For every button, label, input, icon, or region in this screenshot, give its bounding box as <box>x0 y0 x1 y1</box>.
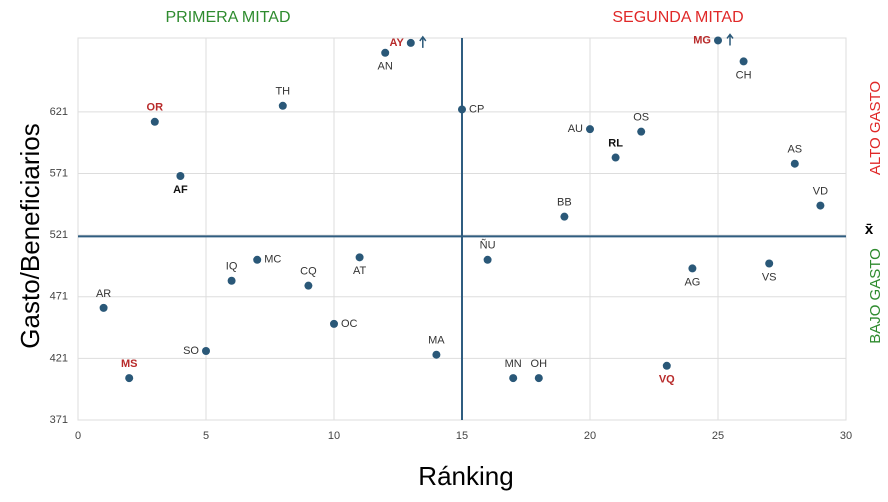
point-label: OS <box>633 112 649 124</box>
point <box>330 319 338 328</box>
mean-symbol: x̄ <box>865 221 874 238</box>
x-tick-label: 20 <box>584 430 596 442</box>
point-label: RL <box>608 137 623 149</box>
x-axis-label: Ránking <box>418 461 513 491</box>
y-tick-label: 371 <box>50 414 68 426</box>
point-label: MN <box>505 358 522 370</box>
point <box>790 159 799 168</box>
y-tick-label: 471 <box>50 291 68 303</box>
point-label: SO <box>183 345 199 357</box>
point <box>381 48 390 57</box>
point-label: AG <box>684 276 700 288</box>
point <box>611 153 620 162</box>
y-tick-label: 571 <box>50 167 68 179</box>
point <box>714 36 722 45</box>
point <box>688 264 697 273</box>
point-label: AS <box>787 144 802 156</box>
upper-label: ALTO GASTO <box>867 81 884 175</box>
point <box>586 125 594 134</box>
point-label: CP <box>469 103 484 115</box>
x-tick-label: 25 <box>712 430 724 442</box>
point-label: VQ <box>659 374 675 386</box>
right-title: SEGUNDA MITAD <box>612 9 743 26</box>
y-tick-label: 421 <box>50 352 68 364</box>
point-label: ÑU <box>480 239 496 252</box>
left-title: PRIMERA MITAD <box>165 9 290 26</box>
point <box>560 212 569 221</box>
y-tick-label: 521 <box>50 229 68 241</box>
point-label: VS <box>762 271 777 283</box>
point <box>509 374 518 383</box>
point-label: OH <box>531 358 548 370</box>
point-label: AU <box>568 123 583 135</box>
point <box>278 101 287 110</box>
point-label: TH <box>275 86 290 98</box>
point <box>739 57 748 66</box>
point-label: AF <box>173 184 188 196</box>
point <box>202 346 210 355</box>
point <box>458 105 466 114</box>
point-label: OR <box>147 102 164 114</box>
point <box>637 127 646 136</box>
point-label: CH <box>736 69 752 81</box>
point-label: AR <box>96 288 111 300</box>
point-label: MS <box>121 358 138 370</box>
overflow-arrow <box>419 35 427 48</box>
point <box>406 38 415 47</box>
point <box>355 253 364 262</box>
overflow-arrow <box>726 33 734 46</box>
point-label: MC <box>264 254 281 266</box>
x-tick-label: 0 <box>75 430 81 442</box>
x-tick-label: 30 <box>840 430 852 442</box>
lower-label: BAJO GASTO <box>867 248 884 344</box>
point-label: AY <box>390 37 405 49</box>
point <box>99 303 108 312</box>
point-label: MA <box>428 335 445 347</box>
point <box>816 201 825 210</box>
point <box>253 255 262 264</box>
point-label: VD <box>813 185 828 197</box>
point-label: AT <box>353 265 367 277</box>
y-tick-label: 621 <box>50 106 68 118</box>
x-tick-label: 15 <box>456 430 468 442</box>
x-tick-label: 10 <box>328 430 340 442</box>
x-tick-label: 5 <box>203 430 209 442</box>
point <box>662 361 671 370</box>
point-label: BB <box>557 197 572 209</box>
point <box>150 117 159 126</box>
point <box>765 259 774 268</box>
point <box>176 172 185 181</box>
point <box>227 276 236 285</box>
y-axis-label: Gasto/Beneficiarios <box>15 123 45 348</box>
point-label: CQ <box>300 266 317 278</box>
point-label: MG <box>693 34 711 46</box>
point <box>304 281 313 290</box>
point-label: IQ <box>226 261 238 273</box>
point <box>125 374 134 383</box>
point-label: OC <box>341 318 358 330</box>
point <box>534 374 543 383</box>
point <box>483 255 492 264</box>
point-label: AN <box>378 61 393 73</box>
point <box>432 350 441 359</box>
